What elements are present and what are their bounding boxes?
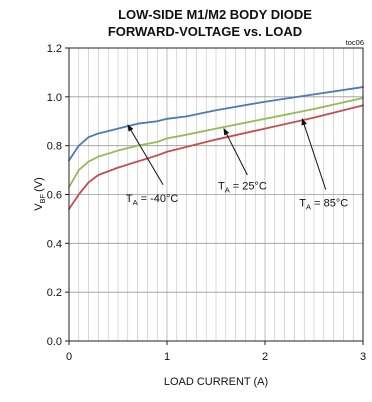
annotation-layer: TA = -40°C TA = 25°C TA = 85°C [126,118,348,212]
annotation-label: TA = 25°C [218,181,267,195]
annotation-label: TA = -40°C [126,193,179,207]
y-axis-label-main: V [33,203,45,211]
y-axis-label: VBF(V) [33,177,47,211]
series-line [68,104,364,211]
series-line [68,97,364,189]
annotation-arrow [301,118,327,190]
chart-title-line2: FORWARD-VOLTAGE vs. LOAD [108,24,302,39]
x-tick-label: 1 [164,351,170,363]
x-axis-label: LOAD CURRENT (A) [164,376,268,388]
x-tick-label: 0 [66,351,72,363]
y-tick-label: 0.2 [47,287,62,299]
y-tick-label: 0.6 [47,190,62,202]
tick-layer: 0 1 2 3 0.0 0.2 0.4 0.6 0.8 1.0 1.2 [47,43,366,363]
y-tick-label: 1.0 [47,92,62,104]
annotation-arrow [223,127,248,176]
y-tick-label: 0.4 [47,238,62,250]
x-tick-label: 3 [360,351,366,363]
y-axis-label-unit: (V) [33,177,45,192]
y-tick-label: 0.0 [47,336,62,348]
series-layer [68,86,364,211]
grid-layer [69,48,363,341]
chart-title-line1: LOW-SIDE M1/M2 BODY DIODE [118,7,312,22]
y-tick-label: 0.8 [47,141,62,153]
x-tick-label: 2 [262,351,268,363]
chart-tag: toc06 [346,38,364,47]
series-line [68,86,364,162]
y-axis-label-sub: BF [38,193,47,203]
annotation-arrow [127,124,164,185]
y-tick-label: 1.2 [47,43,62,55]
annotation-label: TA = 85°C [299,198,348,212]
